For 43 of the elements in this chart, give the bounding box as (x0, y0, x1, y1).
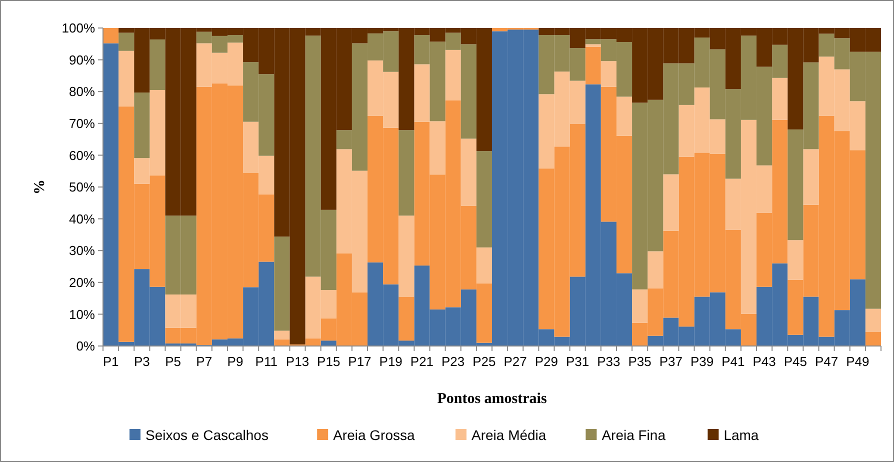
x-tick-label: P11 (255, 354, 278, 369)
y-tick-label: 80% (68, 84, 96, 100)
y-tick-label: 30% (68, 243, 96, 258)
legend-label: Areia Grossa (333, 427, 416, 443)
y-tick-label: 50% (68, 180, 96, 195)
y-tick-label: 20% (68, 274, 96, 290)
x-tick-label: P15 (317, 354, 340, 369)
x-axis-title: Pontos amostrais (437, 391, 547, 407)
x-tick-label: P43 (752, 354, 776, 369)
x-tick-label: P33 (597, 354, 620, 369)
x-tick-label: P5 (165, 354, 181, 369)
y-tick-label: 60% (68, 148, 96, 163)
x-tick-label: P31 (566, 354, 590, 369)
legend-label: Lama (724, 427, 759, 443)
x-tick-label: P37 (659, 354, 683, 369)
x-tick-label: P39 (690, 354, 714, 369)
x-tick-label: P21 (410, 354, 434, 369)
x-tick-label: P35 (628, 354, 652, 369)
legend-label: Areia Fina (602, 427, 666, 443)
y-axis-title: % (32, 180, 48, 194)
x-tick-label: P7 (196, 354, 212, 369)
y-tick-label: 40% (68, 211, 96, 226)
x-tick-label: P17 (348, 354, 372, 369)
legend-label: Areia Média (472, 427, 546, 443)
y-tick-label: 0% (76, 338, 96, 354)
y-tick-label: 10% (68, 306, 96, 322)
x-tick-label: P1 (102, 354, 119, 369)
x-tick-label: P27 (504, 354, 527, 369)
y-tick-label: 90% (68, 52, 96, 68)
x-tick-label: P9 (227, 354, 244, 369)
x-tick-label: P13 (286, 354, 310, 369)
x-tick-label: P3 (134, 354, 150, 369)
y-tick-label: 70% (68, 116, 96, 131)
x-tick-label: P19 (379, 354, 402, 369)
legend-label: Seixos e Cascalhos (146, 427, 268, 443)
x-tick-label: P23 (442, 354, 465, 369)
x-tick-label: P29 (534, 354, 558, 369)
x-tick-label: P41 (722, 354, 745, 369)
x-tick-label: P45 (784, 354, 807, 369)
x-tick-label: P49 (846, 354, 870, 369)
x-tick-label: P47 (814, 354, 838, 369)
x-tick-label: P25 (472, 354, 496, 369)
y-tick-label: 100% (62, 20, 96, 36)
